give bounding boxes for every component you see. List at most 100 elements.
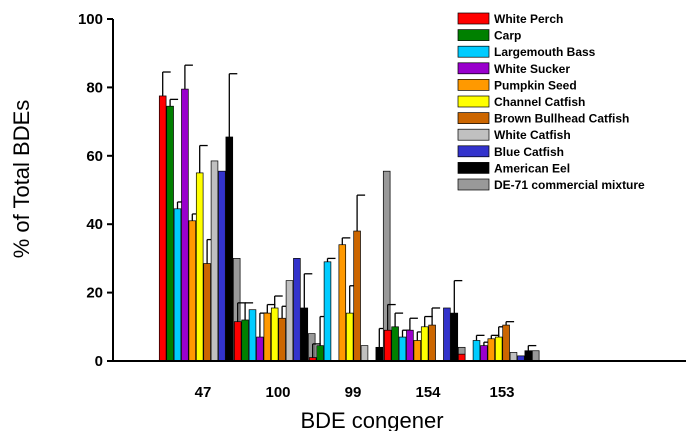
legend-item: DE-71 commercial mixture (457, 178, 645, 192)
bar (278, 317, 286, 362)
y-axis: 0 20 40 60 80 100 (78, 11, 114, 370)
bar (248, 309, 257, 362)
bar (524, 350, 533, 362)
legend-label: Brown Bullhead Catfish (494, 112, 629, 126)
legend-item: Channel Catfish (457, 95, 585, 109)
y-axis-title: % of Total BDEs (9, 100, 34, 259)
bar (450, 312, 459, 362)
x-axis-title: BDE congener (300, 408, 443, 431)
bar (494, 336, 503, 362)
bar-group-153 (457, 321, 540, 362)
x-tick-label: 100 (265, 384, 290, 401)
bar (457, 353, 466, 362)
legend-swatch (457, 29, 490, 41)
legend-swatch (457, 45, 490, 58)
legend-item: Blue Catfish (457, 145, 564, 159)
bar (293, 258, 301, 362)
bar (241, 319, 249, 362)
bar (391, 326, 399, 362)
legend-item: Largemouth Bass (457, 45, 596, 59)
legend-item: Carp (457, 29, 521, 43)
bar (383, 329, 392, 362)
bar (263, 312, 272, 362)
legend-item: Brown Bullhead Catfish (457, 112, 629, 126)
bar (166, 105, 174, 362)
x-tick-label: 153 (489, 384, 514, 401)
bar (406, 329, 414, 362)
bar (502, 324, 510, 362)
bar (300, 307, 309, 362)
legend-swatch (457, 112, 490, 124)
bar-group-47 (158, 64, 241, 362)
bar (345, 312, 354, 362)
bar (181, 88, 189, 362)
bar (360, 345, 369, 362)
bar (225, 136, 234, 362)
legend-label: White Catfish (494, 128, 571, 142)
bar (487, 338, 496, 362)
bar (375, 346, 384, 362)
bar-group-100 (233, 258, 316, 362)
legend-label: American Eel (494, 161, 570, 175)
legend-swatch (457, 178, 490, 191)
bar-group-154 (383, 279, 466, 362)
bar (472, 340, 481, 362)
y-tick-label: 0 (95, 353, 103, 370)
bar (307, 333, 316, 362)
y-tick-label: 80 (86, 79, 103, 96)
legend: White Perch Carp Largemouth Bass White Suck… (457, 12, 645, 192)
bar-group-99 (308, 170, 391, 362)
bar (509, 352, 518, 362)
bar (428, 324, 436, 362)
bar (316, 345, 324, 362)
y-tick-label: 40 (86, 216, 103, 233)
legend-label: Pumpkin Seed (494, 78, 577, 92)
bar (233, 321, 242, 362)
legend-label: White Sucker (494, 62, 570, 76)
bar (420, 326, 429, 362)
bar (285, 280, 294, 362)
bar (413, 340, 422, 362)
bar (270, 307, 279, 362)
x-tick-label: 154 (415, 384, 441, 401)
y-tick-label: 60 (86, 148, 103, 165)
bar (210, 160, 219, 362)
bar (218, 170, 226, 362)
legend-swatch (457, 12, 490, 25)
legend-swatch (457, 62, 490, 75)
bar (443, 307, 451, 362)
x-axis: 47 100 99 154 153 (113, 360, 686, 401)
legend-item: White Perch (457, 12, 563, 26)
legend-item: American Eel (457, 161, 570, 175)
bar (353, 230, 361, 362)
legend-label: Channel Catfish (494, 95, 585, 109)
legend-item: White Sucker (457, 62, 570, 76)
legend-swatch (457, 79, 490, 91)
bar (398, 336, 407, 362)
bar (531, 350, 540, 362)
bar (323, 261, 332, 362)
legend-swatch (457, 128, 490, 141)
legend-item: White Catfish (457, 128, 571, 142)
bar (195, 172, 204, 362)
bar (256, 336, 264, 362)
y-tick-label: 100 (78, 11, 103, 28)
legend-label: Carp (494, 29, 521, 43)
bar (188, 220, 197, 362)
legend-swatch (457, 95, 490, 108)
bar (158, 95, 167, 362)
bar (480, 345, 488, 362)
legend-label: Largemouth Bass (494, 45, 596, 59)
bar (173, 208, 182, 362)
x-tick-label: 47 (195, 384, 212, 401)
legend-swatch (457, 162, 490, 174)
bar (203, 263, 211, 362)
legend-label: White Perch (494, 12, 563, 26)
legend-swatch (457, 145, 490, 158)
legend-label: Blue Catfish (494, 145, 564, 159)
plot-area (158, 64, 540, 362)
legend-item: Pumpkin Seed (457, 78, 577, 92)
y-tick-label: 20 (86, 285, 103, 302)
legend-label: DE-71 commercial mixture (494, 178, 645, 192)
bar (338, 244, 347, 362)
